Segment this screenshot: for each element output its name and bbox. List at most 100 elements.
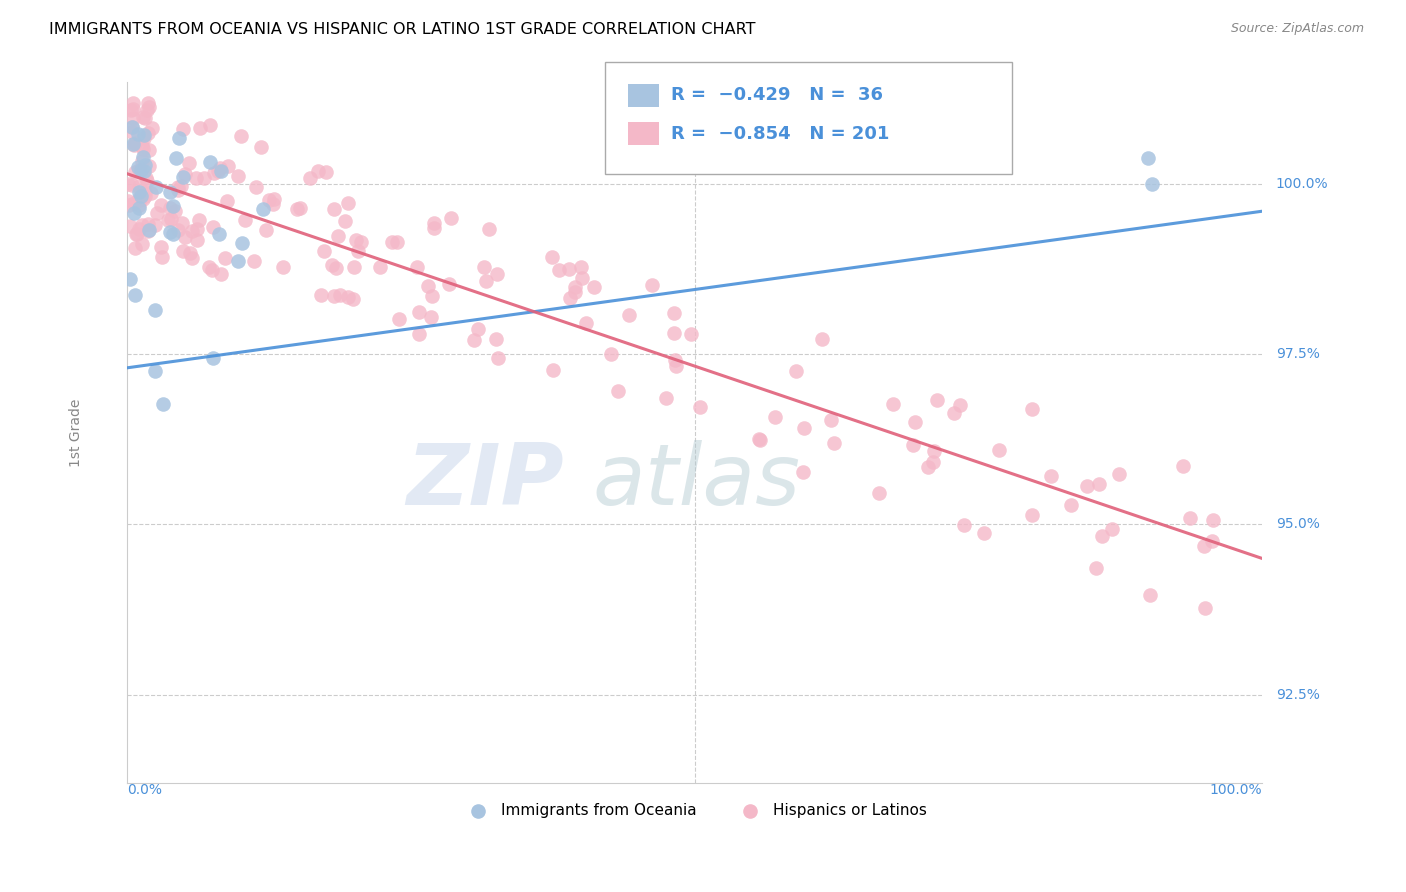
Point xyxy=(1171,459,1194,474)
Point xyxy=(215,194,238,208)
Point xyxy=(134,185,156,199)
Point xyxy=(273,260,295,274)
Point xyxy=(478,222,501,236)
Point xyxy=(166,151,188,165)
Point xyxy=(420,310,443,324)
Point xyxy=(664,305,686,319)
Point xyxy=(135,103,157,117)
Point xyxy=(135,174,157,188)
Point xyxy=(917,459,939,474)
Point xyxy=(124,241,146,255)
Point xyxy=(128,163,150,178)
Point xyxy=(1060,498,1083,512)
Point xyxy=(132,111,155,125)
Point xyxy=(129,188,152,202)
Point xyxy=(118,219,141,233)
Point xyxy=(134,111,156,125)
Point xyxy=(328,228,350,243)
Point xyxy=(485,332,508,346)
Point xyxy=(792,465,814,479)
Point xyxy=(785,364,807,378)
Point xyxy=(664,326,686,340)
Point xyxy=(117,194,139,209)
Point xyxy=(202,166,225,180)
Point xyxy=(243,254,266,268)
Point xyxy=(1021,402,1043,417)
Point xyxy=(325,261,347,276)
Point xyxy=(368,260,391,274)
Point xyxy=(475,274,498,288)
Point xyxy=(342,260,364,275)
Point xyxy=(159,225,181,239)
Point xyxy=(347,244,370,258)
Point xyxy=(172,170,194,185)
Point xyxy=(129,189,152,203)
Point xyxy=(381,235,404,249)
Text: IMMIGRANTS FROM OCEANIA VS HISPANIC OR LATINO 1ST GRADE CORRELATION CHART: IMMIGRANTS FROM OCEANIA VS HISPANIC OR L… xyxy=(49,22,755,37)
Point xyxy=(1180,511,1202,525)
Point xyxy=(186,222,208,236)
Point xyxy=(1202,512,1225,526)
Point xyxy=(127,128,149,142)
Point xyxy=(256,222,278,236)
Point xyxy=(689,400,711,414)
Point xyxy=(665,359,688,373)
Point xyxy=(922,455,945,469)
Point xyxy=(209,163,232,178)
Point xyxy=(124,165,146,179)
Point xyxy=(138,100,160,114)
Point xyxy=(257,193,280,207)
Point xyxy=(342,292,364,306)
Point xyxy=(463,334,485,348)
Point xyxy=(252,202,274,216)
Point xyxy=(207,164,229,178)
Point xyxy=(408,305,430,319)
Point xyxy=(149,239,172,253)
Point xyxy=(118,198,141,212)
Point xyxy=(172,244,194,259)
Point xyxy=(564,280,586,294)
Point xyxy=(139,186,162,200)
Point xyxy=(315,165,337,179)
Point xyxy=(159,185,181,199)
Point xyxy=(145,180,167,194)
Point xyxy=(122,102,145,116)
Point xyxy=(136,217,159,231)
Point xyxy=(679,326,702,341)
Point xyxy=(193,171,215,186)
Point xyxy=(186,170,208,185)
Text: ZIP: ZIP xyxy=(406,440,564,523)
Point xyxy=(263,193,285,207)
Point xyxy=(406,260,429,274)
Point xyxy=(949,398,972,412)
Point xyxy=(233,212,256,227)
Point xyxy=(134,189,156,203)
Point xyxy=(748,432,770,446)
Point xyxy=(122,205,145,219)
Point xyxy=(209,161,232,175)
Point xyxy=(143,303,166,318)
Point xyxy=(167,183,190,197)
Point xyxy=(350,235,373,249)
Point xyxy=(922,444,945,458)
Point xyxy=(131,218,153,232)
Point xyxy=(337,195,360,210)
Point xyxy=(763,410,786,425)
Point xyxy=(793,421,815,435)
Point xyxy=(423,221,446,235)
Point xyxy=(329,288,352,302)
Point xyxy=(128,193,150,207)
Point xyxy=(582,279,605,293)
Point xyxy=(942,406,965,420)
Point xyxy=(543,363,565,377)
Point xyxy=(1194,600,1216,615)
Text: R =  −0.854   N = 201: R = −0.854 N = 201 xyxy=(671,125,889,143)
Point xyxy=(285,202,308,216)
Point xyxy=(882,397,904,411)
Point xyxy=(820,413,842,427)
Text: atlas: atlas xyxy=(592,440,800,523)
Text: 97.5%: 97.5% xyxy=(1275,347,1319,361)
Point xyxy=(159,201,181,215)
Text: 92.5%: 92.5% xyxy=(1275,688,1319,701)
Point xyxy=(323,202,346,217)
